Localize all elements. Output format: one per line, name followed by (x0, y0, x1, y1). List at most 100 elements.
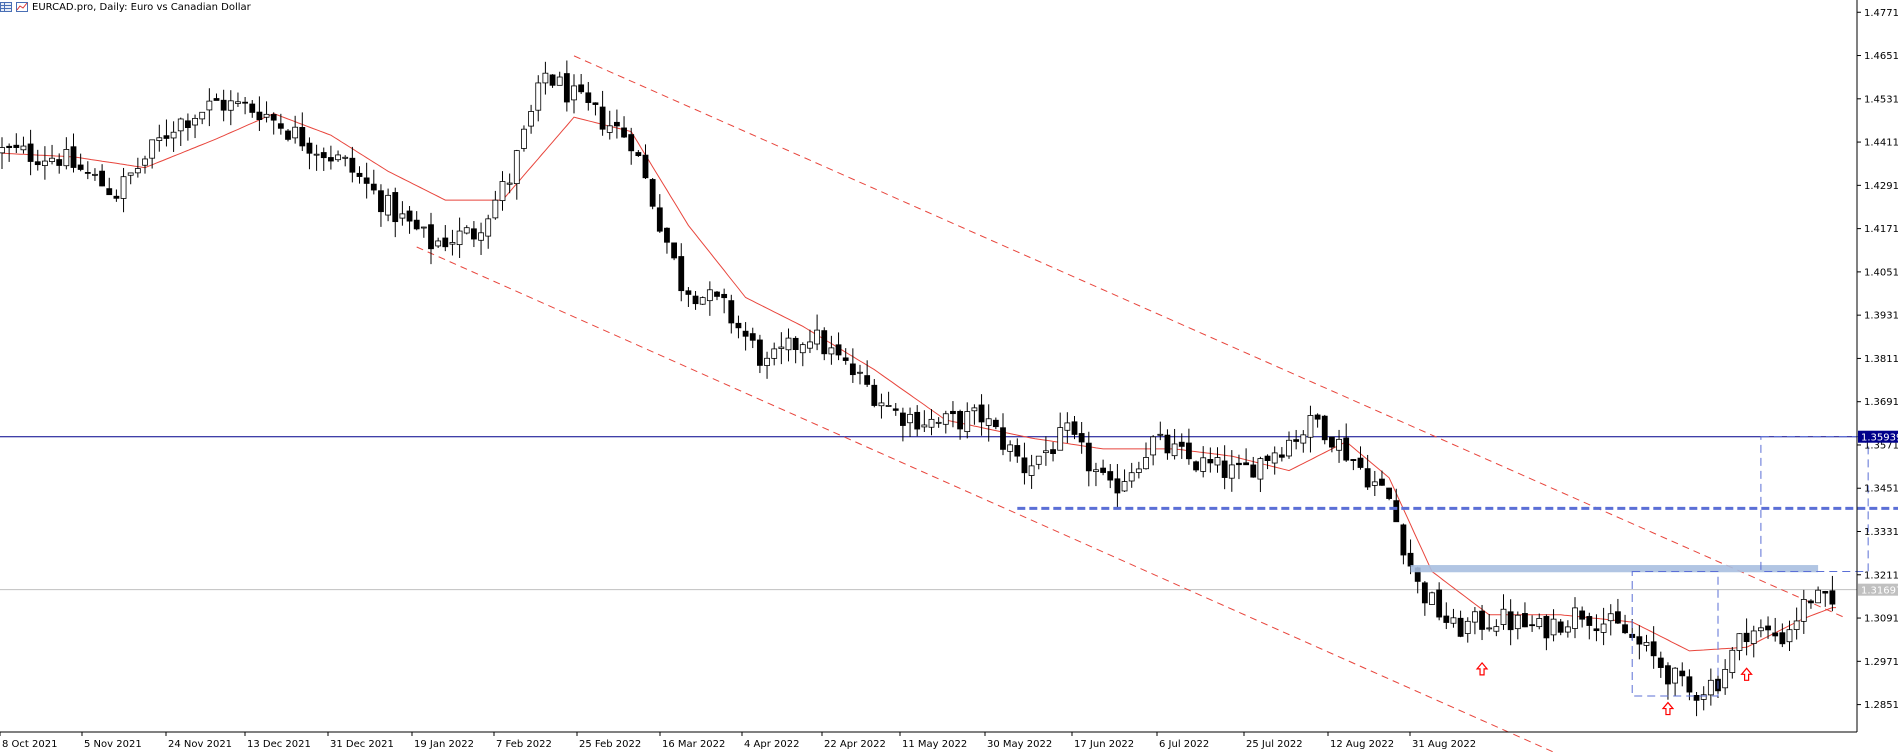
y-tick-label: 1.29710 (1864, 657, 1898, 668)
dashed-box[interactable] (1631, 571, 1719, 697)
bearish-candle (413, 219, 420, 230)
bullish-candle (535, 82, 542, 111)
bearish-candle (70, 146, 77, 168)
bearish-candle (1586, 616, 1593, 626)
up-arrow-icon[interactable] (1661, 701, 1675, 716)
x-tick-label: 17 Jun 2022 (1074, 739, 1134, 750)
bullish-candle (1572, 607, 1578, 629)
bullish-candle (785, 337, 792, 351)
moving-average-line (1, 113, 1836, 652)
up-arrow-icon[interactable] (1740, 667, 1753, 681)
bearish-candle (1679, 670, 1686, 677)
bearish-candle (363, 177, 370, 184)
bearish-candle (356, 172, 363, 177)
bearish-candle (1071, 421, 1078, 435)
bearish-candle (1665, 665, 1671, 685)
bullish-candle (921, 424, 928, 428)
bearish-candle (671, 242, 677, 259)
bullish-candle (1228, 464, 1235, 479)
lower-channel-dashed[interactable] (416, 246, 1618, 752)
bearish-candle (721, 293, 728, 299)
bearish-candle (1250, 464, 1257, 478)
bullish-candle (1093, 469, 1099, 473)
bullish-candle (1536, 618, 1543, 628)
bearish-candle (99, 170, 105, 187)
bullish-candle (907, 413, 913, 424)
bearish-candle (978, 404, 985, 423)
bullish-candle (964, 411, 971, 433)
bearish-candle (306, 142, 313, 154)
x-tick-label: 6 Jul 2022 (1159, 739, 1209, 750)
bearish-candle (1529, 624, 1535, 627)
chart-grid-icon[interactable] (0, 2, 12, 12)
y-tick-label: 1.44110 (1864, 138, 1898, 149)
indicator-icon[interactable] (16, 2, 28, 12)
bearish-candle (635, 152, 642, 157)
bullish-candle (521, 128, 527, 149)
y-tick-label: 1.28510 (1864, 700, 1898, 711)
bullish-candle (313, 153, 320, 156)
bearish-candle (442, 237, 449, 248)
bullish-candle (1214, 457, 1221, 466)
bullish-candle (556, 76, 563, 86)
bullish-candle (771, 348, 778, 359)
bullish-candle (1143, 457, 1149, 470)
bearish-candle (1615, 611, 1621, 624)
bullish-candle (1429, 592, 1435, 605)
bullish-candle (235, 101, 241, 104)
bearish-candle (106, 188, 113, 196)
bearish-candle (277, 123, 284, 129)
bearish-candle (1772, 632, 1779, 637)
bearish-candle (1221, 460, 1228, 478)
bullish-candle (1550, 618, 1557, 636)
bearish-candle (84, 172, 91, 174)
upper-channel-dashed[interactable] (573, 55, 1847, 619)
bearish-candle (378, 190, 384, 213)
bearish-candle (1743, 632, 1750, 643)
bullish-candle (20, 145, 27, 151)
bullish-candle (1150, 436, 1157, 456)
bullish-candle (814, 329, 820, 345)
bearish-candle (1164, 434, 1171, 454)
bearish-candle (406, 210, 413, 222)
bearish-candle (1479, 610, 1485, 630)
y-tick-label: 1.34510 (1864, 484, 1898, 495)
bearish-candle (184, 120, 191, 129)
resistance-zone[interactable] (1410, 565, 1819, 573)
bearish-candle (842, 357, 849, 361)
bearish-candle (749, 333, 756, 341)
bullish-candle (263, 113, 270, 118)
bullish-candle (606, 125, 613, 133)
bullish-candle (485, 218, 492, 237)
dashed-projection[interactable] (1760, 436, 1869, 573)
bearish-candle (327, 157, 334, 162)
bearish-candle (56, 159, 63, 166)
y-tick-label: 1.41710 (1864, 224, 1898, 235)
bullish-candle (206, 100, 213, 111)
y-tick-label: 1.38110 (1864, 354, 1898, 365)
bearish-candle (1400, 524, 1407, 556)
bearish-candle (470, 228, 477, 240)
chart-title: EURCAD.pro, Daily: Euro vs Canadian Doll… (32, 1, 251, 13)
bearish-candle (992, 419, 999, 428)
x-tick-label: 30 May 2022 (987, 739, 1052, 750)
bullish-candle (1157, 433, 1164, 436)
bullish-candle (478, 232, 484, 241)
bullish-candle (1464, 620, 1471, 634)
bearish-candle (950, 410, 956, 415)
bullish-candle (63, 149, 70, 167)
bearish-candle (285, 130, 291, 140)
bullish-candle (506, 182, 513, 185)
up-arrow-icon[interactable] (1475, 661, 1489, 676)
bearish-candle (656, 207, 663, 232)
bullish-candle (1607, 613, 1614, 622)
x-tick-label: 25 Jul 2022 (1246, 739, 1303, 750)
x-tick-label: 8 Oct 2021 (2, 739, 57, 750)
bearish-candle (792, 337, 799, 351)
bearish-candle (256, 111, 263, 121)
bullish-candle (857, 371, 863, 374)
bearish-candle (1186, 442, 1192, 460)
x-tick-label: 22 Apr 2022 (824, 739, 886, 750)
bearish-candle (77, 164, 84, 170)
